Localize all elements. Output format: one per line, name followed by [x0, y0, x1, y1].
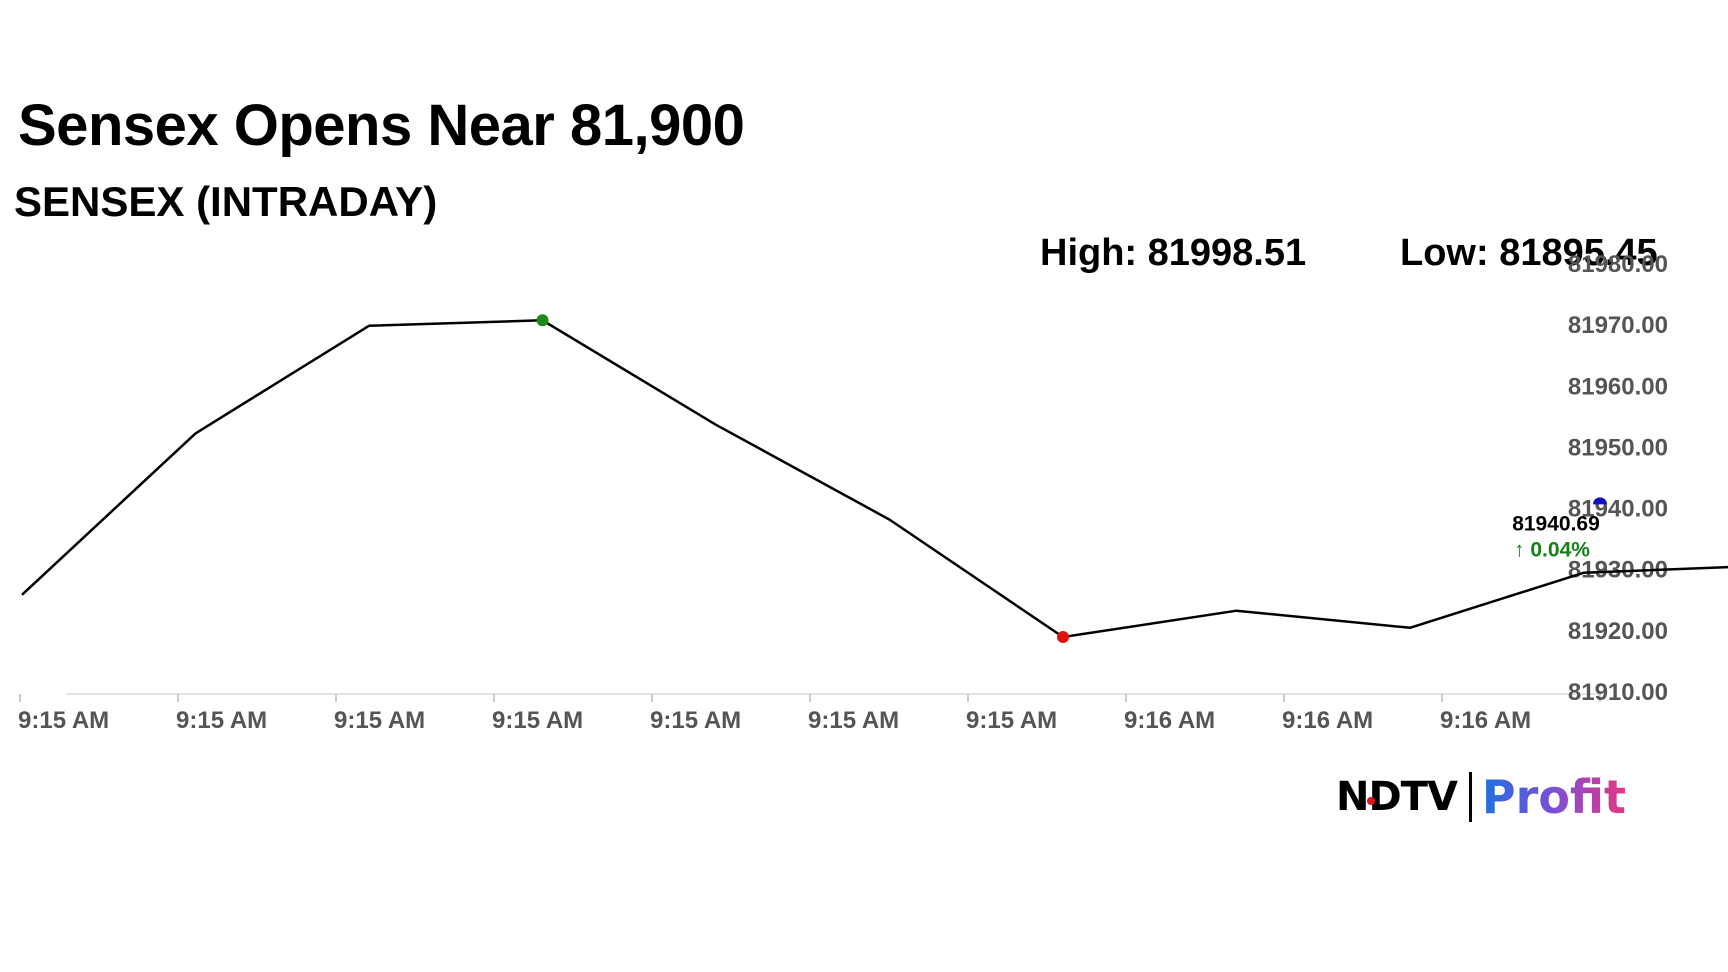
x-tick-label: 9:16 AM	[1440, 707, 1531, 734]
y-tick-label: 81980.00	[1568, 251, 1668, 278]
y-tick-label: 81940.00	[1568, 496, 1668, 523]
x-tick-label: 9:15 AM	[492, 707, 583, 734]
high-marker	[536, 314, 549, 327]
last-value-marker	[1593, 497, 1607, 505]
chart-markers	[536, 314, 1607, 643]
x-tick-label: 9:15 AM	[650, 707, 741, 734]
x-tick-label: 9:15 AM	[334, 707, 425, 734]
x-tick-label: 9:15 AM	[808, 707, 899, 734]
page-title: Sensex Opens Near 81,900	[18, 93, 745, 158]
last-value-label: 81940.69	[1512, 512, 1600, 535]
chart-subtitle: SENSEX (INTRADAY)	[14, 178, 438, 225]
y-tick-label: 81910.00	[1568, 679, 1668, 706]
x-tick-label: 9:15 AM	[176, 707, 267, 734]
logo-separator	[1468, 772, 1472, 822]
x-axis-ticks: 9:15 AM 9:15 AM 9:15 AM 9:15 AM 9:15 AM 9:15 …	[18, 694, 1601, 734]
price-line	[21, 319, 1728, 639]
x-tick-label: 9:16 AM	[1124, 707, 1215, 734]
y-axis-ticks: 81980.00 81970.00 81960.00 81950.00 81940.00…	[1568, 251, 1668, 706]
x-tick-label: 9:15 AM	[966, 707, 1057, 734]
logo-ndtv-text: NDTV	[1336, 774, 1458, 820]
y-tick-label: 81920.00	[1568, 618, 1668, 645]
logo-red-dot	[1367, 797, 1375, 805]
change-percent-label: ↑ 0.04%	[1514, 538, 1590, 561]
y-tick-label: 81970.00	[1568, 312, 1668, 339]
logo-profit-text: Profit	[1481, 770, 1627, 824]
x-tick-label: 9:15 AM	[18, 707, 109, 734]
day-high-label: High: 81998.51	[1040, 232, 1307, 274]
x-tick-label: 9:16 AM	[1282, 707, 1373, 734]
low-marker	[1057, 630, 1069, 643]
y-tick-label: 81950.00	[1568, 434, 1668, 461]
day-low-label: Low: 81895.45	[1400, 232, 1658, 274]
ndtv-profit-logo: NDTV Profit	[1336, 770, 1626, 826]
y-tick-label: 81960.00	[1568, 373, 1668, 400]
